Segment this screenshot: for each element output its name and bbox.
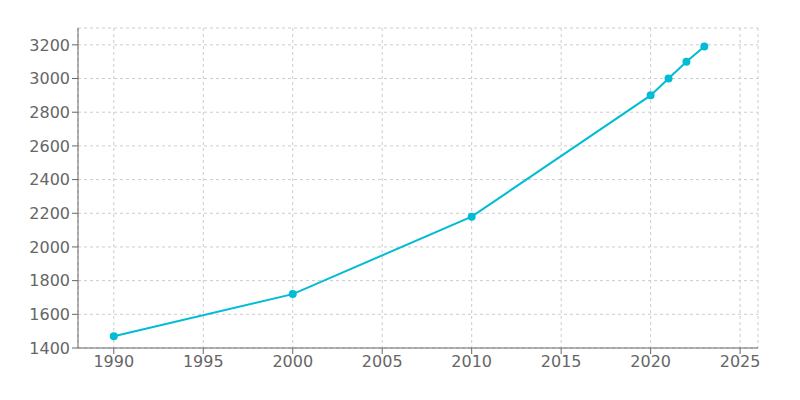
svg-text:1800: 1800 [29,271,70,290]
svg-text:1995: 1995 [183,352,224,371]
svg-text:1400: 1400 [29,339,70,358]
svg-text:2005: 2005 [362,352,403,371]
svg-text:2200: 2200 [29,204,70,223]
svg-text:2000: 2000 [29,238,70,257]
svg-text:1600: 1600 [29,305,70,324]
svg-text:2025: 2025 [720,352,761,371]
svg-text:2800: 2800 [29,103,70,122]
svg-text:3200: 3200 [29,36,70,55]
svg-text:2600: 2600 [29,137,70,156]
svg-text:2015: 2015 [541,352,582,371]
svg-text:2000: 2000 [272,352,313,371]
svg-text:2010: 2010 [451,352,492,371]
svg-text:3000: 3000 [29,69,70,88]
svg-text:2020: 2020 [630,352,671,371]
svg-text:1990: 1990 [93,352,134,371]
svg-text:2400: 2400 [29,170,70,189]
